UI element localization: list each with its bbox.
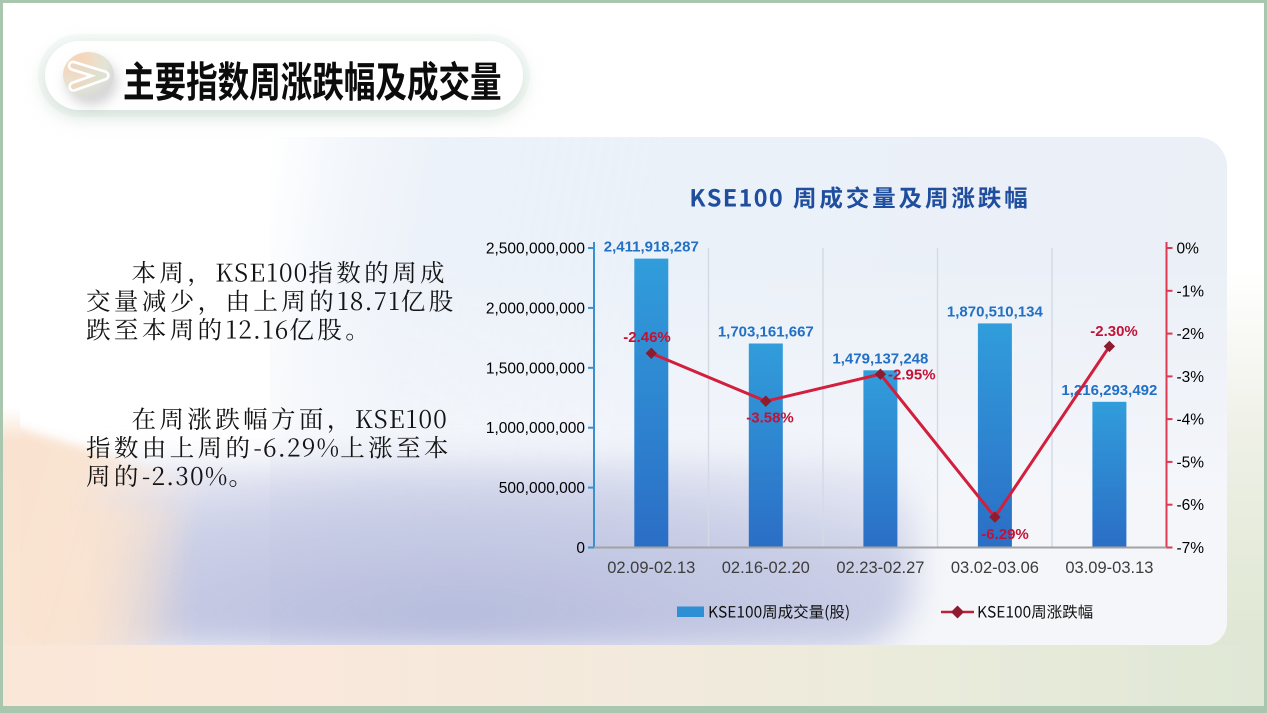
svg-text:-2.46%: -2.46% (623, 329, 671, 346)
svg-text:02.16-02.20: 02.16-02.20 (722, 559, 810, 577)
svg-text:-2.30%: -2.30% (1090, 323, 1138, 340)
svg-text:-3%: -3% (1177, 369, 1205, 386)
svg-text:-1%: -1% (1177, 283, 1205, 300)
svg-text:-3.58%: -3.58% (746, 410, 794, 427)
svg-text:1,479,137,248: 1,479,137,248 (832, 350, 928, 367)
svg-text:1,500,000,000: 1,500,000,000 (486, 360, 586, 377)
svg-text:03.02-03.06: 03.02-03.06 (951, 559, 1039, 577)
svg-text:-7%: -7% (1177, 540, 1205, 557)
svg-text:-4%: -4% (1177, 412, 1205, 429)
svg-text:2,000,000,000: 2,000,000,000 (486, 300, 586, 317)
svg-text:-2.95%: -2.95% (888, 367, 936, 384)
svg-text:-6.29%: -6.29% (981, 526, 1029, 543)
svg-text:1,216,293,492: 1,216,293,492 (1061, 382, 1157, 399)
svg-text:1,870,510,134: 1,870,510,134 (947, 303, 1044, 320)
svg-text:2,500,000,000: 2,500,000,000 (486, 241, 586, 258)
svg-text:2,411,918,287: 2,411,918,287 (604, 239, 699, 256)
svg-text:0%: 0% (1177, 241, 1200, 258)
svg-text:02.23-02.27: 02.23-02.27 (836, 559, 924, 577)
svg-text:-6%: -6% (1177, 497, 1205, 514)
svg-text:0: 0 (576, 540, 585, 557)
svg-text:1,703,161,667: 1,703,161,667 (718, 324, 814, 341)
svg-text:-2%: -2% (1177, 326, 1205, 343)
svg-text:03.09-03.13: 03.09-03.13 (1065, 559, 1153, 577)
svg-text:-5%: -5% (1177, 454, 1205, 471)
svg-text:500,000,000: 500,000,000 (499, 480, 586, 497)
svg-text:02.09-02.13: 02.09-02.13 (607, 559, 695, 577)
svg-text:1,000,000,000: 1,000,000,000 (486, 420, 586, 437)
